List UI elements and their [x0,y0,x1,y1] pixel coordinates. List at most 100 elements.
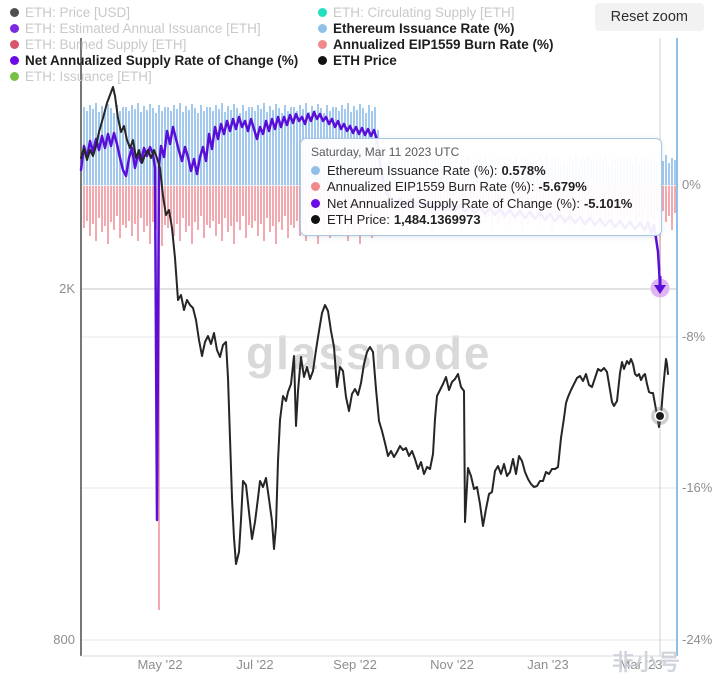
issuance-rate-bar [221,103,223,185]
legend-item[interactable]: ETH Price [314,52,554,68]
issuance-rate-bar [287,111,289,185]
y-axis-right-tick: -8% [682,329,706,344]
tooltip-series-dot-icon [311,165,320,175]
burn-rate-bar [287,186,289,238]
x-axis-tick: May '22 [137,657,183,672]
burn-rate-bar [137,186,139,241]
issuance-rate-bar [218,109,220,185]
arrow-down-icon [658,276,662,285]
burn-rate-bar [149,186,151,244]
legend-item-label: Ethereum Issuance Rate (%) [333,20,515,36]
burn-rate-bar [242,186,244,216]
burn-rate-bar [158,186,160,610]
issuance-rate-bar [101,106,103,185]
legend-item[interactable]: Ethereum Issuance Rate (%) [314,20,554,36]
issuance-rate-bar [272,110,274,185]
tooltip-date: Saturday, Mar 11 2023 UTC [311,145,460,159]
issuance-rate-bar [86,111,88,185]
issuance-rate-bar [173,105,175,185]
burn-rate-bar [263,186,265,241]
issuance-rate-bar [119,111,121,185]
issuance-rate-bar [158,105,160,185]
burn-rate-bar [209,186,211,228]
tooltip-series-label: Ethereum Issuance Rate (%): [327,162,498,178]
burn-rate-bar [200,186,202,216]
burn-rate-bar [260,186,262,224]
burn-rate-bar [98,186,100,218]
issuance-rate-bar [185,106,187,185]
y-axis-right-tick: -16% [682,480,713,495]
burn-rate-bar [218,186,220,224]
issuance-rate-bar [125,107,127,185]
burn-rate-bar [296,186,298,221]
x-axis-tick: Jul '22 [236,657,274,672]
legend-item[interactable]: ETH: Burned Supply [ETH] [6,36,298,52]
burn-rate-bar [116,186,118,216]
legend-item[interactable]: Annualized EIP1559 Burn Rate (%) [314,36,554,52]
legend-item-label: ETH Price [333,52,397,68]
issuance-rate-bar [296,111,298,185]
legend-item[interactable]: ETH: Circulating Supply [ETH] [314,4,554,20]
issuance-rate-bar [182,112,184,185]
issuance-rate-bar [662,161,664,185]
issuance-rate-bar [137,103,139,185]
burn-rate-bar [170,186,172,221]
tooltip-series-value: 1,484.1369973 [393,212,481,228]
issuance-rate-bar [668,163,670,185]
issuance-rate-bar [209,107,211,185]
legend-dot-icon [10,71,19,81]
tooltip-row: ETH Price: 1,484.1369973 [311,212,651,229]
burn-rate-bar [275,186,277,244]
issuance-rate-bar [155,113,157,185]
burn-rate-bar [221,186,223,241]
burn-rate-bar [281,186,283,230]
burn-rate-bar [674,186,676,213]
legend-item[interactable]: ETH: Issuance [ETH] [6,68,298,84]
legend-item[interactable]: Net Annualized Supply Rate of Change (%) [6,52,298,68]
legend-item[interactable]: ETH: Estimated Annual Issuance [ETH] [6,20,298,36]
tooltip-series-value: 0.578% [501,162,546,178]
issuance-rate-bar [242,105,244,185]
tooltip-series-label: ETH Price: [327,212,390,228]
issuance-rate-bar [188,110,190,185]
issuance-rate-bar [254,111,256,185]
issuance-rate-bar [278,108,280,185]
issuance-rate-bar [248,107,250,185]
tooltip-series-dot-icon [311,198,320,208]
issuance-rate-bar [179,103,181,185]
legend-item[interactable]: ETH: Price [USD] [6,4,298,20]
burn-rate-bar [206,186,208,225]
burn-rate-bar [122,186,124,225]
price-hover-marker [656,412,664,420]
burn-rate-bar [101,186,103,232]
arrow-down-icon [654,285,666,294]
legend-dot-icon [318,55,327,65]
issuance-rate-bar [233,104,235,185]
burn-rate-bar [227,186,229,232]
burn-rate-bar [248,186,250,225]
legend-dot-icon [10,7,19,17]
tooltip-series-value: -5.101% [583,195,633,211]
x-axis-tick: Jan '23 [527,657,569,672]
cn-watermark: 非小号 [612,650,682,675]
burn-rate-bar [194,186,196,222]
burn-rate-bar [278,186,280,222]
y-axis-right-tick: 0% [682,177,701,192]
legend-column-left: ETH: Price [USD] ETH: Estimated Annual I… [6,4,298,84]
burn-rate-bar [197,186,199,230]
tooltip-series-dot-icon [311,215,320,225]
tooltip-series-dot-icon [311,182,320,192]
burn-rate-bar [134,186,136,224]
legend-item-label: ETH: Circulating Supply [ETH] [333,4,515,20]
burn-rate-bar [662,186,664,211]
burn-rate-bar [176,186,178,224]
burn-rate-bar [212,186,214,221]
tooltip-series-label: Annualized EIP1559 Burn Rate (%): [327,179,535,195]
x-axis-tick: Nov '22 [430,657,474,672]
tooltip-row: Ethereum Issuance Rate (%): 0.578% [311,162,651,179]
burn-rate-bar [233,186,235,244]
legend-column-right: ETH: Circulating Supply [ETH] Ethereum I… [314,4,554,68]
burn-rate-bar [173,186,175,236]
reset-zoom-button[interactable]: Reset zoom [594,3,704,31]
